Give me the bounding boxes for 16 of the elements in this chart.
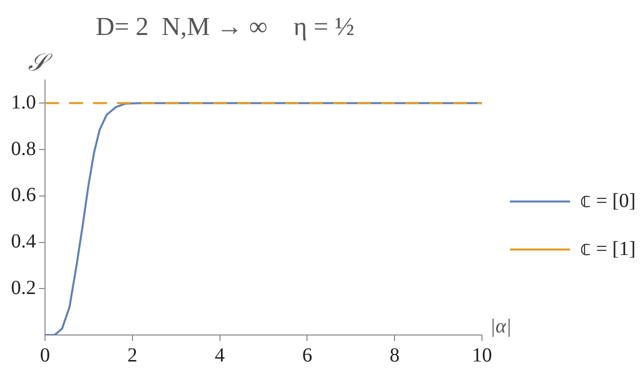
x-axis-title: |α| <box>490 315 512 338</box>
x-tick-label: 8 <box>390 344 400 366</box>
legend-label: 𝕔 = [1] <box>580 238 636 260</box>
x-tick-label: 10 <box>472 344 492 366</box>
y-tick-label: 0.6 <box>11 184 36 206</box>
x-tick-label: 4 <box>214 344 225 366</box>
y-tick-label: 0.2 <box>11 276 36 299</box>
x-tick-label: 6 <box>302 344 312 366</box>
y-axis-title: 𝒮 <box>28 50 53 76</box>
legend-label: 𝕔 = [0] <box>580 190 636 212</box>
x-tick-label: 0 <box>40 344 50 366</box>
y-tick-label: 0.4 <box>11 230 36 253</box>
x-tick-label: 2 <box>127 344 138 366</box>
y-tick-label: 0.8 <box>11 138 36 160</box>
y-tick-label: 1.0 <box>11 91 36 114</box>
chart-title: D= 2 N,M → ∞ η = ½ <box>96 12 354 41</box>
